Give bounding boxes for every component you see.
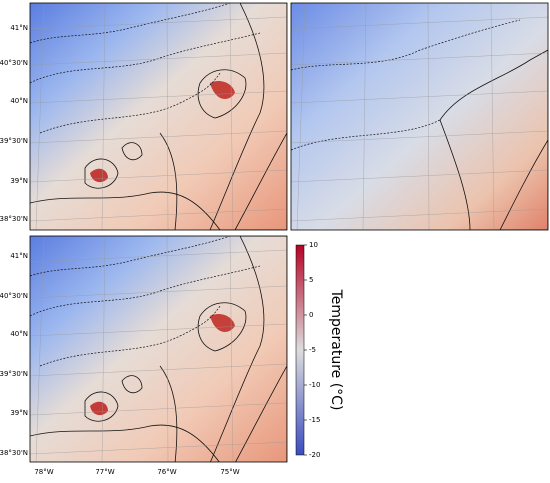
lon-label: 75°W xyxy=(220,468,239,476)
lon-label: 78°W xyxy=(34,468,53,476)
lat-label: 38°30'N xyxy=(0,449,28,457)
lat-label: 38°30'N xyxy=(0,215,28,223)
lat-label: 40°30'N xyxy=(0,59,28,67)
lat-label: 41°N xyxy=(10,24,28,32)
lon-label: 77°W xyxy=(95,468,114,476)
lat-label: 40°30'N xyxy=(0,292,28,300)
map-panel xyxy=(291,3,548,230)
lon-label: 76°W xyxy=(157,468,176,476)
lat-label: 39°30'N xyxy=(0,370,28,378)
map-panel xyxy=(30,3,287,230)
map-panel xyxy=(30,236,287,462)
lat-label: 41°N xyxy=(10,252,28,260)
colorbar-tick-label: -10 xyxy=(309,381,320,389)
lat-label: 40°N xyxy=(10,97,28,105)
panel-frame xyxy=(29,235,288,463)
colorbar-tick-label: -5 xyxy=(309,346,316,354)
colorbar-tick-label: -15 xyxy=(309,416,320,424)
colorbar-tick-label: -20 xyxy=(309,451,320,459)
colorbar-tick-label: 0 xyxy=(309,311,313,319)
colorbar-tick-label: 10 xyxy=(309,241,318,249)
colorbar-label: Temperature (°C) xyxy=(328,289,344,411)
panel-frame xyxy=(290,2,549,231)
lat-label: 39°30'N xyxy=(0,137,28,145)
colorbar xyxy=(295,244,305,456)
colorbar-tick-label: 5 xyxy=(309,276,313,284)
panel-frame xyxy=(29,2,288,231)
lat-label: 40°N xyxy=(10,330,28,338)
lat-label: 39°N xyxy=(10,177,28,185)
lat-label: 39°N xyxy=(10,409,28,417)
